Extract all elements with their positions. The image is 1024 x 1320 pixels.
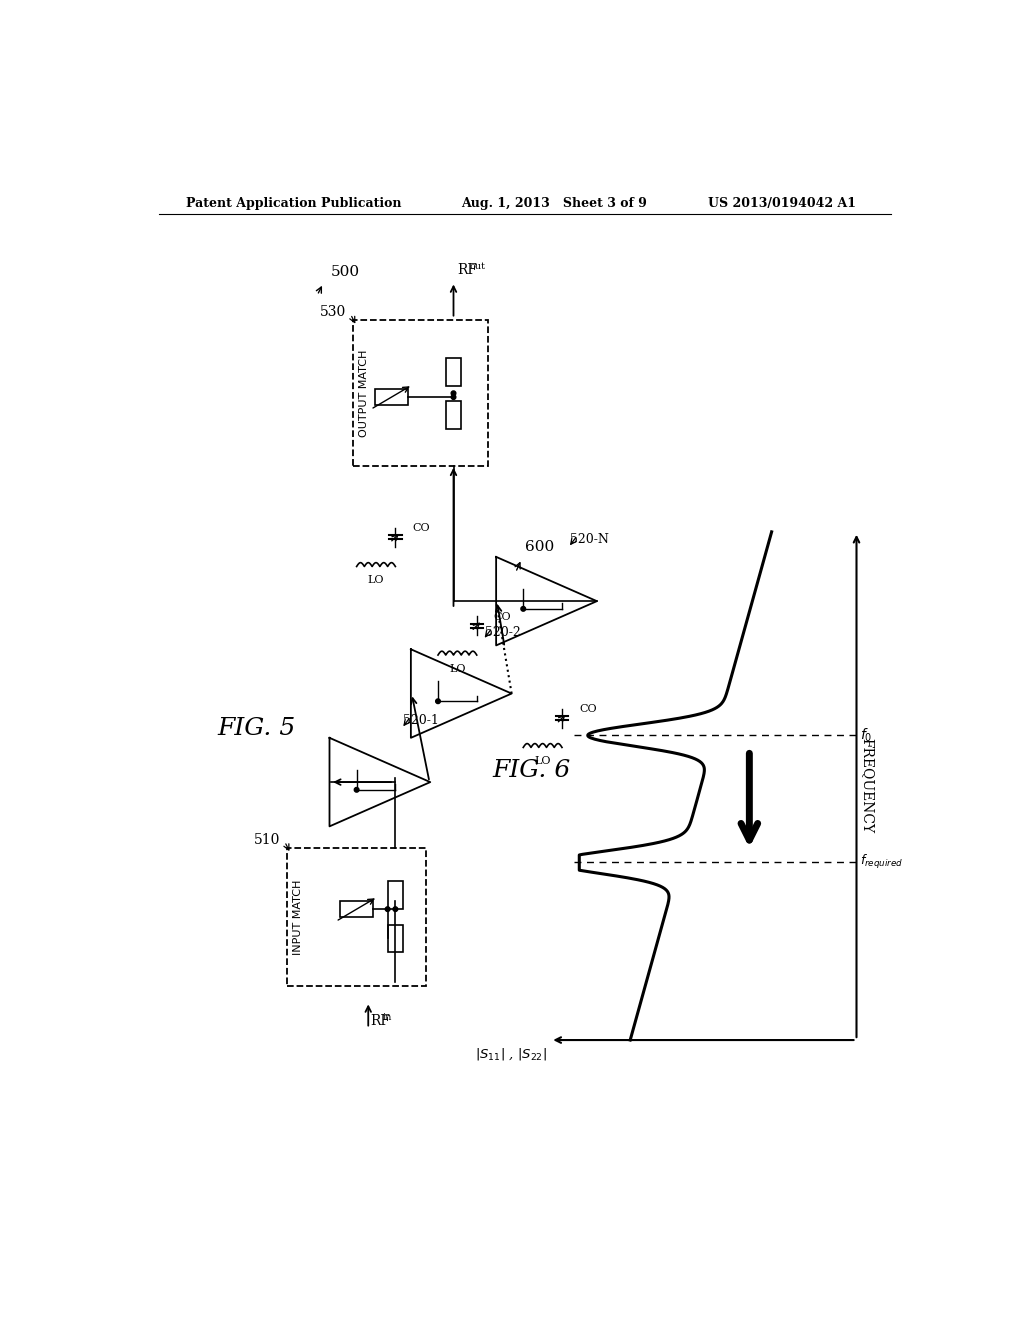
Text: in: in (382, 1014, 391, 1022)
Text: 510: 510 (254, 833, 281, 847)
Bar (445, 401, 461, 429)
Text: FREQUENCY: FREQUENCY (860, 738, 874, 833)
Text: CO: CO (579, 704, 597, 714)
Text: $|S_{11}|$ , $|S_{22}|$: $|S_{11}|$ , $|S_{22}|$ (474, 1045, 547, 1061)
Circle shape (521, 607, 525, 611)
Circle shape (385, 907, 390, 911)
Bar (287, 847, 426, 986)
Text: Patent Application Publication: Patent Application Publication (186, 197, 401, 210)
Text: $f_0$: $f_0$ (860, 726, 872, 744)
Text: RF: RF (458, 263, 477, 277)
Text: US 2013/0194042 A1: US 2013/0194042 A1 (709, 197, 856, 210)
Text: LO: LO (535, 756, 551, 767)
Text: FIG. 6: FIG. 6 (493, 759, 570, 781)
Text: out: out (470, 263, 485, 272)
Text: 530: 530 (321, 305, 346, 319)
Bar (388, 924, 403, 952)
Text: 520-2: 520-2 (484, 626, 520, 639)
Text: Aug. 1, 2013   Sheet 3 of 9: Aug. 1, 2013 Sheet 3 of 9 (461, 197, 647, 210)
Circle shape (393, 907, 397, 911)
Bar (352, 321, 488, 466)
Text: LO: LO (368, 576, 384, 585)
Text: 500: 500 (331, 265, 360, 280)
Text: $f_{required}$: $f_{required}$ (860, 853, 904, 871)
Text: OUTPUT MATCH: OUTPUT MATCH (358, 350, 369, 437)
Bar (388, 882, 403, 909)
Text: CO: CO (494, 611, 511, 622)
Text: 600: 600 (524, 540, 554, 554)
Circle shape (452, 391, 456, 396)
Text: FIG. 5: FIG. 5 (217, 717, 295, 739)
Circle shape (452, 395, 456, 400)
Text: CO: CO (413, 523, 430, 533)
Circle shape (435, 700, 440, 704)
Text: RF: RF (370, 1014, 390, 1028)
Bar (375, 389, 408, 405)
Text: 520-1: 520-1 (403, 714, 439, 727)
Bar (445, 358, 461, 385)
Text: LO: LO (450, 664, 466, 675)
Text: INPUT MATCH: INPUT MATCH (293, 879, 303, 954)
Circle shape (354, 788, 359, 792)
Bar (340, 902, 373, 917)
Text: 520-N: 520-N (569, 533, 608, 546)
